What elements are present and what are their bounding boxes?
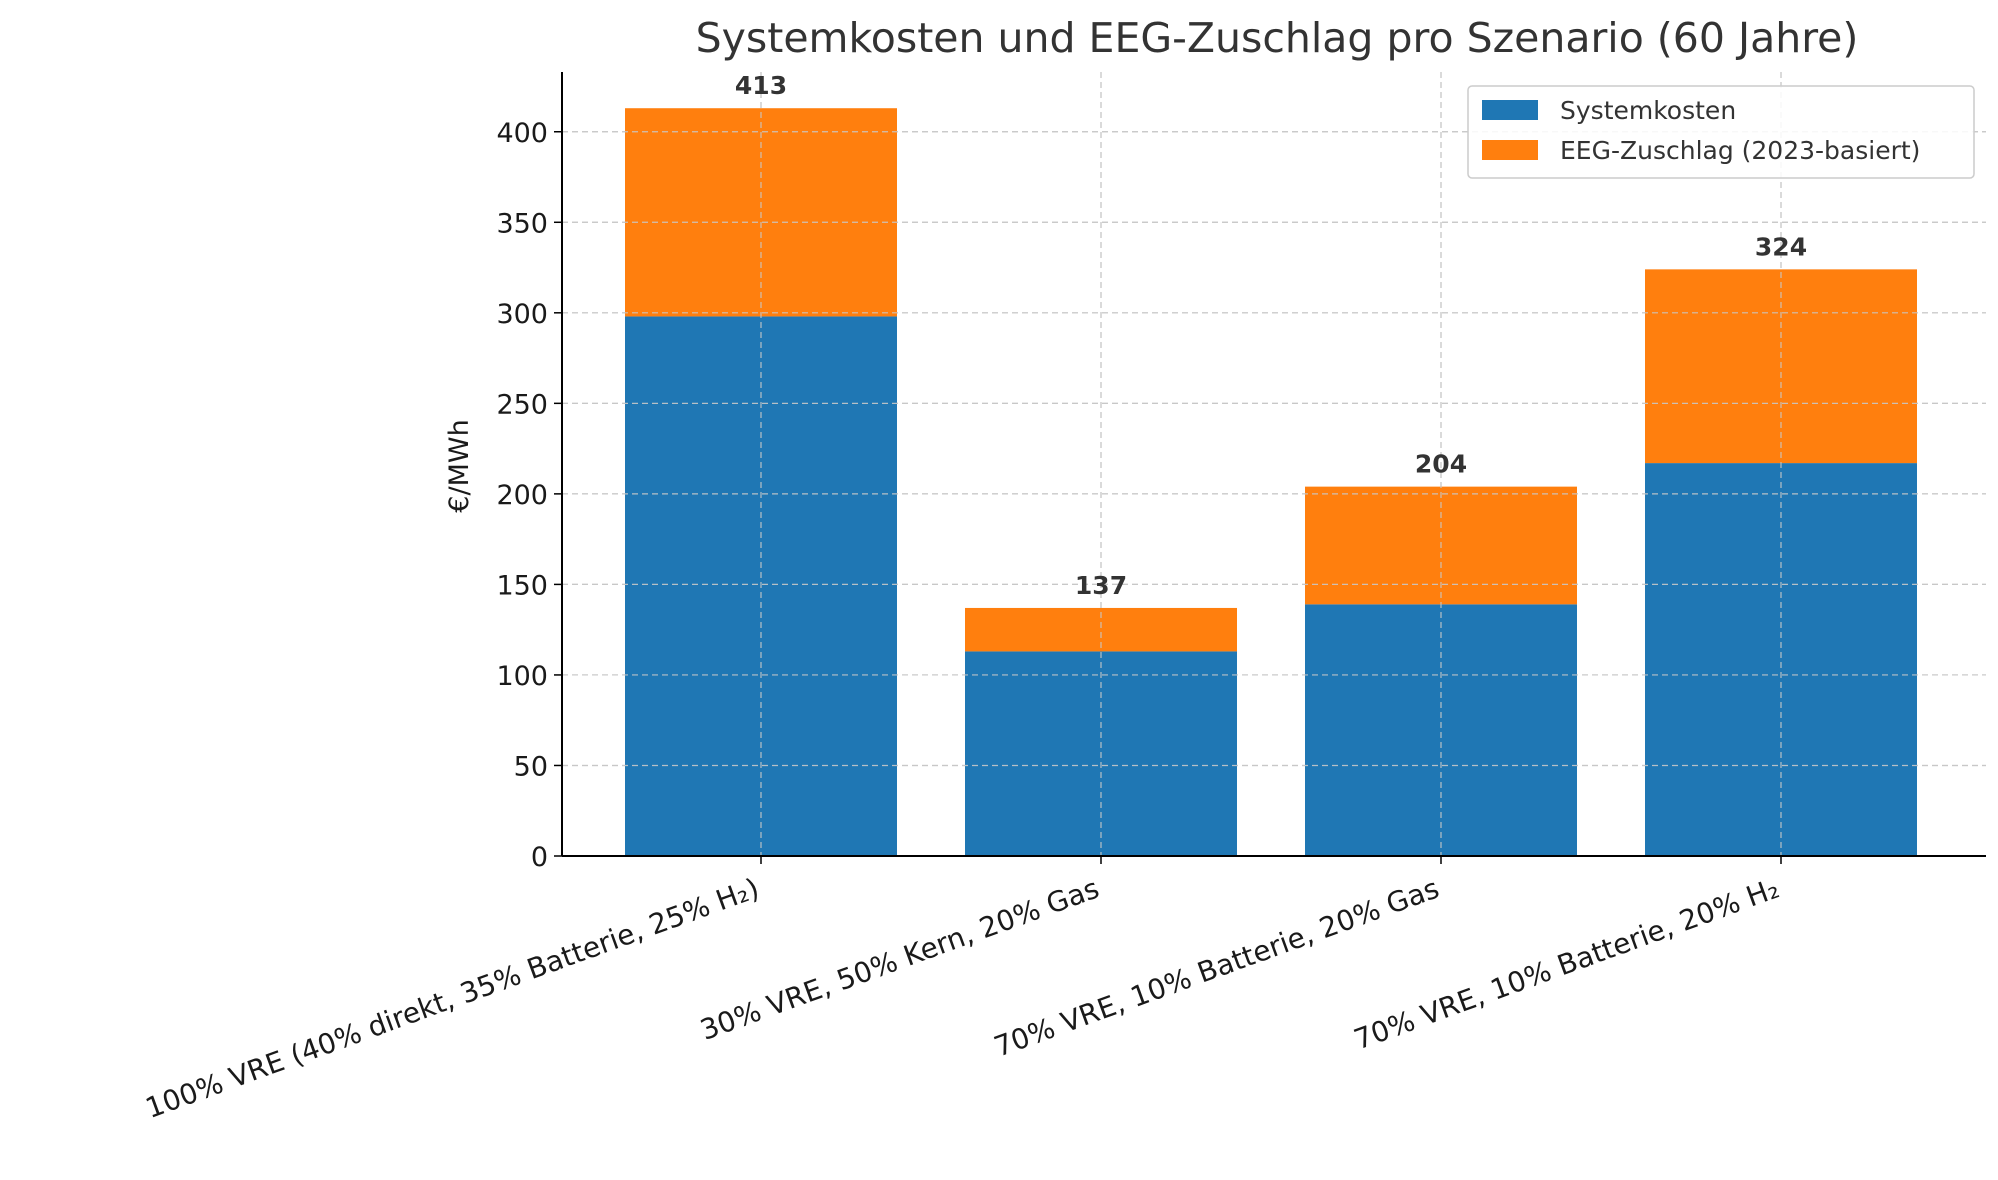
y-tick-label: 200 xyxy=(496,480,548,511)
legend-box xyxy=(1467,85,1975,179)
legend-label: Systemkosten xyxy=(1560,96,1736,125)
y-tick-label: 0 xyxy=(531,842,548,873)
total-value-label: 413 xyxy=(735,71,787,100)
bars xyxy=(562,72,1986,856)
legend-swatch xyxy=(1482,100,1538,120)
y-tick-label: 400 xyxy=(496,118,548,149)
y-tick-label: 150 xyxy=(496,570,548,601)
bar-systemkosten xyxy=(1645,463,1917,856)
y-tick-label: 300 xyxy=(496,299,548,330)
legend-label: EEG-Zuschlag (2023-basiert) xyxy=(1560,136,1920,165)
x-tick-label: 100% VRE (40% direkt, 35% Batterie, 25% … xyxy=(141,872,763,1125)
y-tick-label: 50 xyxy=(514,751,548,782)
y-axis-label: €/MWh xyxy=(444,419,475,512)
total-value-label: 137 xyxy=(1075,571,1127,600)
total-value-label: 204 xyxy=(1415,450,1467,479)
legend: Systemkosten EEG-Zuschlag (2023-basiert) xyxy=(1467,85,1975,179)
y-tick-label: 100 xyxy=(496,661,548,692)
legend-swatch xyxy=(1482,140,1538,160)
y-tick-label: 250 xyxy=(496,389,548,420)
axes xyxy=(554,72,1986,864)
y-tick-label: 350 xyxy=(496,208,548,239)
chart-title: Systemkosten und EEG-Zuschlag pro Szenar… xyxy=(696,14,1859,62)
total-value-label: 324 xyxy=(1755,232,1807,261)
